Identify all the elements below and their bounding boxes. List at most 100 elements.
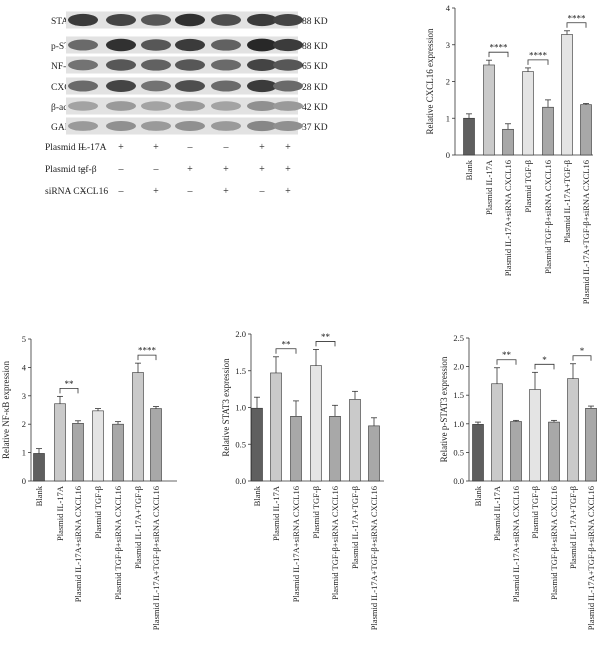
category-label: Plasmid IL-17A+TGF-β+siRNA CXCL16 <box>581 160 591 304</box>
nfkb-bar-chart: 0 1 2 3 4 5 Relative NF-κB expression Blank Plas… <box>1 334 177 630</box>
bar <box>33 453 45 482</box>
y-tick-label: 0 <box>446 150 450 160</box>
category-label: Plasmid IL-17A+TGF-β <box>133 486 143 569</box>
condition-sign: – <box>80 142 87 153</box>
y-axis-title: Relative CXCL16 expression <box>425 28 435 134</box>
pstat3-bar-chart: 0.0 0.5 1.0 1.5 2.0 2.5 Relative p-STAT3 expre… <box>439 333 597 630</box>
blot-band <box>247 59 277 71</box>
blot-band <box>247 120 277 132</box>
significance-bracket <box>275 348 297 354</box>
condition-sign: + <box>259 142 265 153</box>
significance-label: **** <box>529 50 548 60</box>
blot-band <box>211 121 241 131</box>
blot-band <box>106 14 136 26</box>
significance-bracket <box>534 363 555 370</box>
bar <box>349 399 361 482</box>
bar <box>251 407 263 482</box>
bar <box>54 403 66 482</box>
category-label: Plasmid IL-17A+TGF-β+siRNA CXCL16 <box>369 486 379 630</box>
category-label: Plasmid TGF-β <box>523 160 533 213</box>
blot-band <box>68 13 98 27</box>
blot-band <box>106 101 136 111</box>
category-label: Plasmid IL-17A <box>484 159 494 215</box>
blot-band <box>68 80 98 92</box>
bar <box>132 372 144 482</box>
bar <box>150 408 162 482</box>
bar <box>310 365 322 482</box>
condition-sign: – <box>187 186 194 197</box>
condition-sign: – <box>118 186 125 197</box>
significance-label: **** <box>490 43 509 53</box>
bar <box>491 383 503 482</box>
molecular-weight-label: 88 KD <box>302 17 328 27</box>
condition-sign: + <box>118 142 124 153</box>
category-label: Blank <box>473 485 483 506</box>
category-label: Plasmid IL-17A <box>492 485 502 541</box>
significance-bracket <box>496 359 517 365</box>
condition-sign: – <box>153 164 160 175</box>
protein-label: STAT <box>51 17 73 27</box>
blot-band <box>211 14 241 26</box>
condition-sign: + <box>285 186 291 197</box>
blot-band <box>106 38 136 52</box>
blot-band <box>175 59 205 71</box>
condition-sign: – <box>80 164 87 175</box>
bar <box>542 106 554 156</box>
significance-label: **** <box>568 13 587 23</box>
category-label: Plasmid IL-17A+siRNA CXCL16 <box>503 160 513 276</box>
bar <box>561 34 573 156</box>
y-tick-label: 0.5 <box>235 439 246 449</box>
protein-label: β-actin <box>51 103 78 113</box>
significance-label: ** <box>65 379 75 389</box>
condition-sign: – <box>118 164 125 175</box>
bar <box>72 423 84 482</box>
category-label: Plasmid TGF-β <box>93 486 103 539</box>
condition-sign: + <box>187 164 193 175</box>
significance-label: ** <box>282 339 292 349</box>
blot-band <box>175 101 205 111</box>
y-tick-label: 1.5 <box>235 366 246 376</box>
y-tick-label: 2.5 <box>453 333 464 343</box>
condition-sign: + <box>153 186 159 197</box>
condition-sign: + <box>223 186 229 197</box>
blot-band <box>141 39 171 51</box>
category-label: Plasmid IL-17A <box>271 485 281 541</box>
blot-band <box>273 38 303 52</box>
bar <box>92 410 104 482</box>
significance-bracket <box>572 355 592 361</box>
category-label: Plasmid IL-17A+TGF-β <box>350 486 360 569</box>
blot-band <box>141 80 171 92</box>
condition-label: siRNA CXCL16 <box>45 187 108 197</box>
category-label: Plasmid IL-17A+siRNA CXCL16 <box>511 486 521 602</box>
bar <box>463 117 475 156</box>
y-tick-label: 2.0 <box>453 362 464 372</box>
molecular-weight-label: 88 KD <box>302 42 328 52</box>
blot-band <box>141 59 171 71</box>
category-label: Blank <box>252 485 262 506</box>
blot-band <box>247 79 277 93</box>
y-tick-label: 3 <box>22 391 26 401</box>
category-label: Plasmid IL-17A+TGF-β <box>562 160 572 243</box>
bar <box>580 104 592 156</box>
significance-label: **** <box>138 346 157 356</box>
bar <box>368 425 380 482</box>
blot-band <box>211 80 241 92</box>
condition-sign: – <box>80 186 87 197</box>
blot-band <box>247 13 277 27</box>
condition-label: Plasmid tgf-β <box>45 164 97 175</box>
y-tick-label: 1.0 <box>453 419 464 429</box>
y-tick-label: 2 <box>446 77 450 87</box>
bar <box>329 416 341 482</box>
significance-bracket <box>315 341 336 347</box>
molecular-weight-label: 42 KD <box>302 103 328 113</box>
blot-band <box>175 38 205 52</box>
y-tick-label: 1.0 <box>235 403 246 413</box>
significance-bracket <box>59 387 79 394</box>
bar <box>483 64 495 156</box>
blot-band <box>273 59 303 71</box>
category-label: Plasmid IL-17A+TGF-β <box>568 486 578 569</box>
y-axis-title: Relative STAT3 expression <box>221 358 231 457</box>
blot-band <box>141 14 171 26</box>
